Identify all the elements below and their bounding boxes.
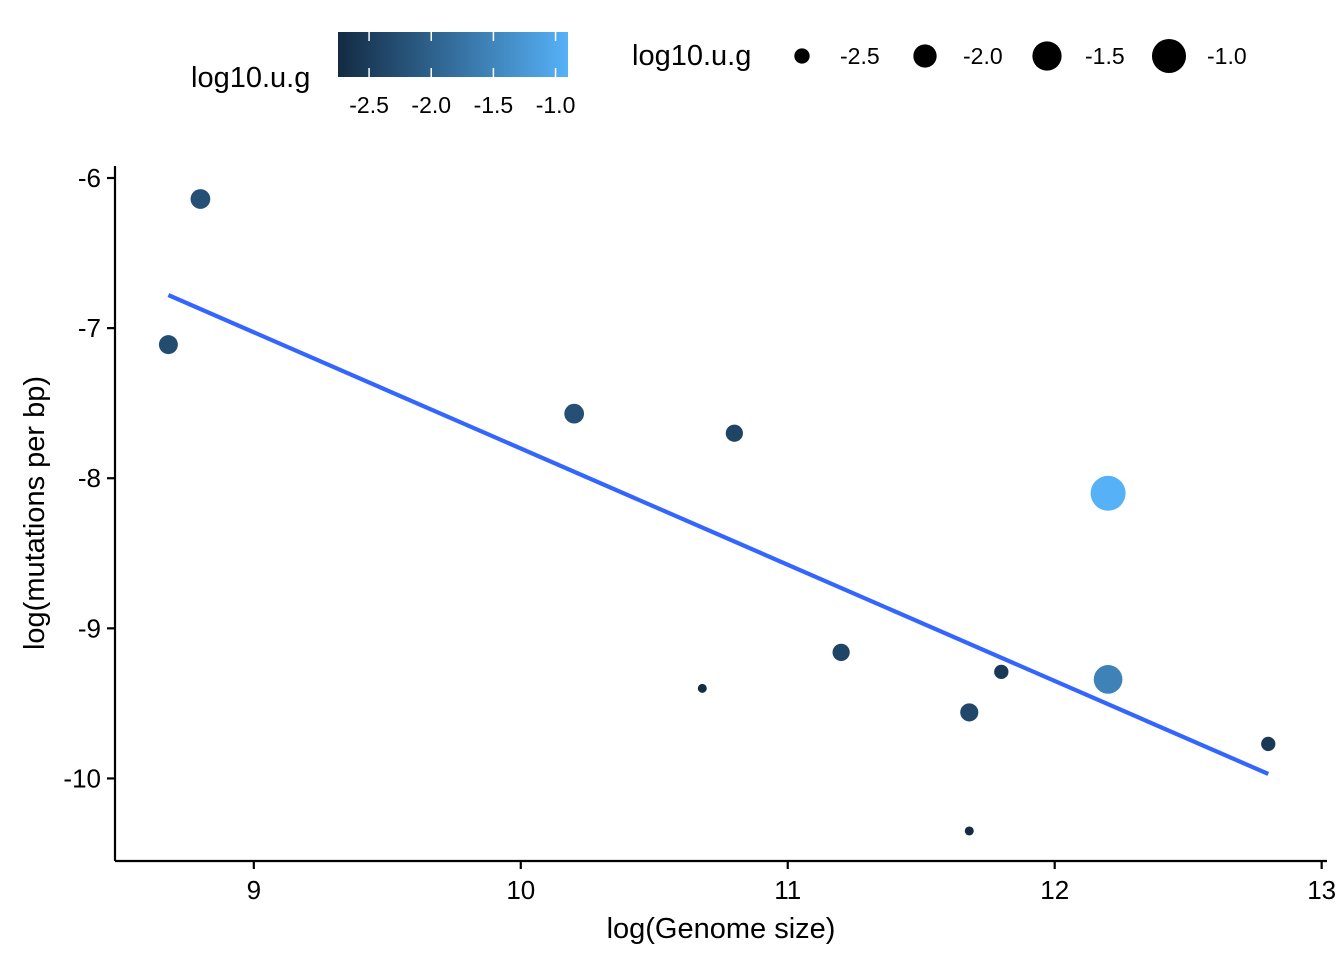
colorbar-ticks: -2.5 -2.0 -1.5 -1.0 bbox=[349, 32, 575, 118]
colorbar-tick-label: -1.0 bbox=[536, 92, 576, 118]
data-point bbox=[1261, 736, 1276, 752]
size-legend-label: -1.0 bbox=[1207, 43, 1247, 69]
data-point bbox=[564, 403, 585, 424]
data-point bbox=[725, 424, 743, 442]
data-point bbox=[960, 703, 979, 722]
data-points bbox=[158, 189, 1276, 836]
data-point bbox=[1093, 665, 1123, 694]
axes: 9 10 11 12 13 -10 -9 -8 -7 -6 bbox=[63, 163, 1336, 905]
size-legend-label: -2.5 bbox=[840, 43, 880, 69]
y-tick-label: -7 bbox=[78, 313, 101, 343]
y-tick-label: -9 bbox=[78, 613, 101, 643]
data-point bbox=[1090, 475, 1126, 511]
colorbar-legend: log10.u.g -2.5 -2.0 -1.5 -1.0 bbox=[191, 32, 575, 118]
colorbar-tick-label: -1.5 bbox=[474, 92, 514, 118]
colorbar-tick-label: -2.0 bbox=[411, 92, 451, 118]
data-point bbox=[158, 335, 178, 355]
y-tick-label: -6 bbox=[78, 163, 101, 193]
x-axis-ticks: 9 10 11 12 13 bbox=[247, 861, 1336, 905]
size-legend-key bbox=[1151, 38, 1187, 74]
y-axis-title: log(mutations per bp) bbox=[19, 376, 51, 650]
y-tick-label: -10 bbox=[63, 763, 101, 793]
size-legend-title: log10.u.g bbox=[632, 40, 751, 72]
colorbar-tick-label: -2.5 bbox=[349, 92, 389, 118]
colorbar-legend-title: log10.u.g bbox=[191, 62, 310, 94]
size-legend-label: -1.5 bbox=[1085, 43, 1125, 69]
trend-line bbox=[167, 293, 1270, 776]
data-point bbox=[697, 683, 707, 693]
x-tick-label: 11 bbox=[774, 875, 801, 905]
size-legend: log10.u.g -2.5 -2.0 -1.5 -1.0 bbox=[632, 38, 1247, 74]
data-point bbox=[964, 826, 974, 836]
x-tick-label: 9 bbox=[247, 875, 261, 905]
data-point bbox=[994, 664, 1009, 680]
x-axis-title: log(Genome size) bbox=[607, 913, 836, 945]
data-point bbox=[190, 189, 211, 209]
y-tick-label: -8 bbox=[78, 463, 101, 493]
size-legend-key bbox=[794, 48, 810, 64]
x-tick-label: 12 bbox=[1040, 875, 1069, 905]
x-tick-label: 13 bbox=[1307, 875, 1336, 905]
size-legend-key bbox=[1032, 41, 1062, 71]
data-point bbox=[832, 643, 850, 661]
colorbar-gradient bbox=[338, 32, 568, 77]
x-tick-label: 10 bbox=[506, 875, 535, 905]
y-axis-ticks: -10 -9 -8 -7 -6 bbox=[63, 163, 115, 793]
size-legend-label: -2.0 bbox=[963, 43, 1003, 69]
size-legend-key bbox=[913, 44, 937, 68]
